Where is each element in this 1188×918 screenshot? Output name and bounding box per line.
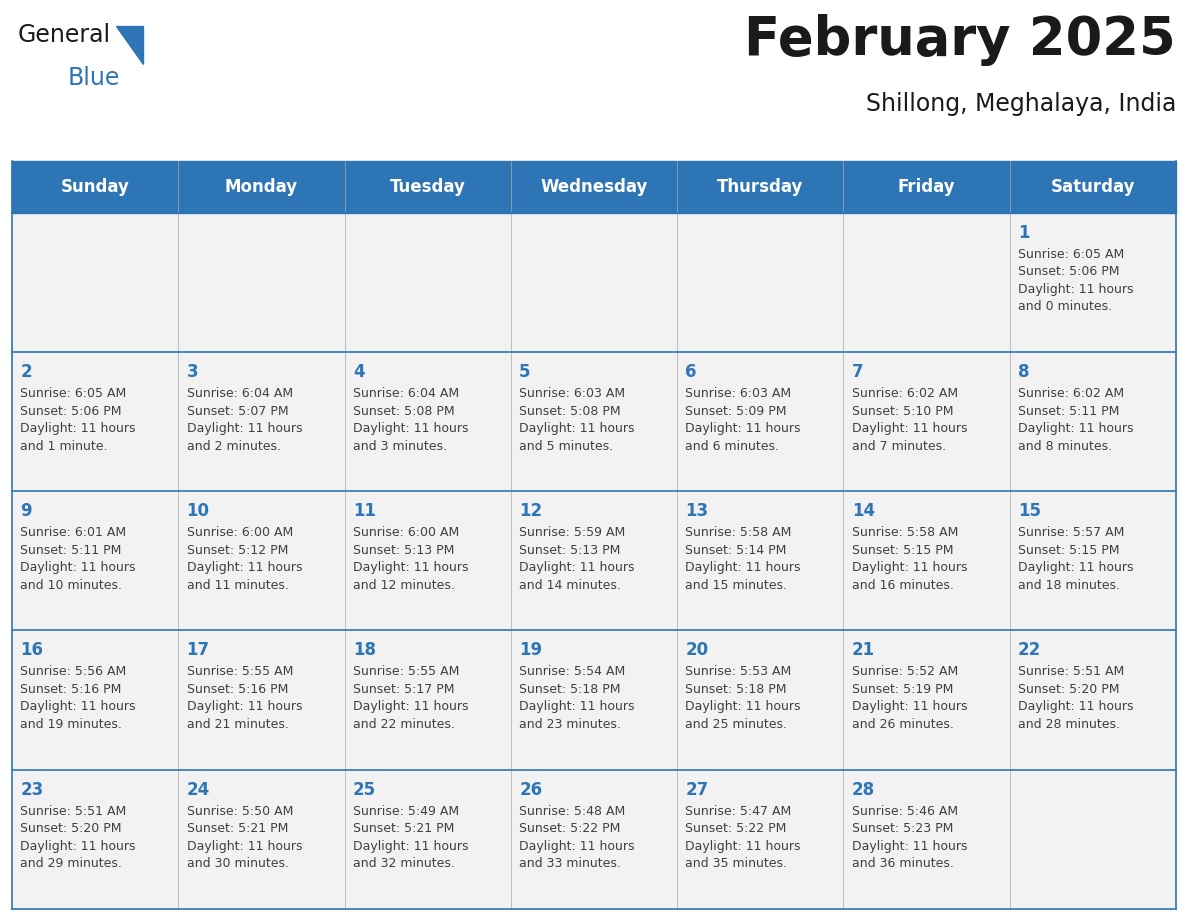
Text: Friday: Friday <box>898 178 955 196</box>
Text: 20: 20 <box>685 642 708 659</box>
Bar <box>12 631 1176 769</box>
Text: Sunrise: 5:54 AM
Sunset: 5:18 PM
Daylight: 11 hours
and 23 minutes.: Sunrise: 5:54 AM Sunset: 5:18 PM Dayligh… <box>519 666 634 731</box>
Text: 22: 22 <box>1018 642 1042 659</box>
Text: General: General <box>18 23 110 47</box>
Text: Sunrise: 6:04 AM
Sunset: 5:08 PM
Daylight: 11 hours
and 3 minutes.: Sunrise: 6:04 AM Sunset: 5:08 PM Dayligh… <box>353 387 468 453</box>
Text: Sunrise: 6:04 AM
Sunset: 5:07 PM
Daylight: 11 hours
and 2 minutes.: Sunrise: 6:04 AM Sunset: 5:07 PM Dayligh… <box>187 387 302 453</box>
Text: 8: 8 <box>1018 364 1030 381</box>
Text: Sunrise: 5:52 AM
Sunset: 5:19 PM
Daylight: 11 hours
and 26 minutes.: Sunrise: 5:52 AM Sunset: 5:19 PM Dayligh… <box>852 666 967 731</box>
Text: Sunrise: 6:03 AM
Sunset: 5:09 PM
Daylight: 11 hours
and 6 minutes.: Sunrise: 6:03 AM Sunset: 5:09 PM Dayligh… <box>685 387 801 453</box>
Text: 28: 28 <box>852 780 874 799</box>
Text: 13: 13 <box>685 502 708 521</box>
Text: Wednesday: Wednesday <box>541 178 647 196</box>
Text: Sunrise: 5:57 AM
Sunset: 5:15 PM
Daylight: 11 hours
and 18 minutes.: Sunrise: 5:57 AM Sunset: 5:15 PM Dayligh… <box>1018 526 1133 592</box>
Text: 6: 6 <box>685 364 697 381</box>
Text: Sunrise: 6:02 AM
Sunset: 5:11 PM
Daylight: 11 hours
and 8 minutes.: Sunrise: 6:02 AM Sunset: 5:11 PM Dayligh… <box>1018 387 1133 453</box>
Text: Sunrise: 6:03 AM
Sunset: 5:08 PM
Daylight: 11 hours
and 5 minutes.: Sunrise: 6:03 AM Sunset: 5:08 PM Dayligh… <box>519 387 634 453</box>
Text: 11: 11 <box>353 502 375 521</box>
Text: 19: 19 <box>519 642 542 659</box>
Text: Sunrise: 6:00 AM
Sunset: 5:13 PM
Daylight: 11 hours
and 12 minutes.: Sunrise: 6:00 AM Sunset: 5:13 PM Dayligh… <box>353 526 468 592</box>
Text: Sunrise: 6:05 AM
Sunset: 5:06 PM
Daylight: 11 hours
and 0 minutes.: Sunrise: 6:05 AM Sunset: 5:06 PM Dayligh… <box>1018 248 1133 313</box>
Text: Sunrise: 5:59 AM
Sunset: 5:13 PM
Daylight: 11 hours
and 14 minutes.: Sunrise: 5:59 AM Sunset: 5:13 PM Dayligh… <box>519 526 634 592</box>
Text: 24: 24 <box>187 780 210 799</box>
Text: Sunrise: 5:56 AM
Sunset: 5:16 PM
Daylight: 11 hours
and 19 minutes.: Sunrise: 5:56 AM Sunset: 5:16 PM Dayligh… <box>20 666 135 731</box>
Text: 2: 2 <box>20 364 32 381</box>
Text: 21: 21 <box>852 642 874 659</box>
Text: Sunrise: 5:51 AM
Sunset: 5:20 PM
Daylight: 11 hours
and 29 minutes.: Sunrise: 5:51 AM Sunset: 5:20 PM Dayligh… <box>20 804 135 870</box>
Text: Sunrise: 5:55 AM
Sunset: 5:16 PM
Daylight: 11 hours
and 21 minutes.: Sunrise: 5:55 AM Sunset: 5:16 PM Dayligh… <box>187 666 302 731</box>
Text: Sunrise: 5:49 AM
Sunset: 5:21 PM
Daylight: 11 hours
and 32 minutes.: Sunrise: 5:49 AM Sunset: 5:21 PM Dayligh… <box>353 804 468 870</box>
Text: 16: 16 <box>20 642 43 659</box>
Text: 15: 15 <box>1018 502 1041 521</box>
Bar <box>12 491 1176 631</box>
Text: 3: 3 <box>187 364 198 381</box>
Text: 7: 7 <box>852 364 864 381</box>
Text: Tuesday: Tuesday <box>390 178 466 196</box>
Text: Sunday: Sunday <box>61 178 129 196</box>
Text: Thursday: Thursday <box>718 178 803 196</box>
Bar <box>12 353 1176 491</box>
Text: Sunrise: 6:01 AM
Sunset: 5:11 PM
Daylight: 11 hours
and 10 minutes.: Sunrise: 6:01 AM Sunset: 5:11 PM Dayligh… <box>20 526 135 592</box>
Text: 10: 10 <box>187 502 209 521</box>
Text: Blue: Blue <box>68 66 120 90</box>
Text: Sunrise: 5:53 AM
Sunset: 5:18 PM
Daylight: 11 hours
and 25 minutes.: Sunrise: 5:53 AM Sunset: 5:18 PM Dayligh… <box>685 666 801 731</box>
Polygon shape <box>116 26 143 64</box>
Text: Sunrise: 5:47 AM
Sunset: 5:22 PM
Daylight: 11 hours
and 35 minutes.: Sunrise: 5:47 AM Sunset: 5:22 PM Dayligh… <box>685 804 801 870</box>
Text: Sunrise: 5:58 AM
Sunset: 5:15 PM
Daylight: 11 hours
and 16 minutes.: Sunrise: 5:58 AM Sunset: 5:15 PM Dayligh… <box>852 526 967 592</box>
Text: 4: 4 <box>353 364 365 381</box>
Text: Sunrise: 6:05 AM
Sunset: 5:06 PM
Daylight: 11 hours
and 1 minute.: Sunrise: 6:05 AM Sunset: 5:06 PM Dayligh… <box>20 387 135 453</box>
Text: 14: 14 <box>852 502 874 521</box>
Text: 26: 26 <box>519 780 542 799</box>
Text: Sunrise: 5:46 AM
Sunset: 5:23 PM
Daylight: 11 hours
and 36 minutes.: Sunrise: 5:46 AM Sunset: 5:23 PM Dayligh… <box>852 804 967 870</box>
Text: 23: 23 <box>20 780 44 799</box>
Text: 18: 18 <box>353 642 375 659</box>
Bar <box>12 769 1176 909</box>
Text: February 2025: February 2025 <box>745 14 1176 66</box>
Bar <box>12 161 1176 213</box>
Text: 25: 25 <box>353 780 375 799</box>
Text: Sunrise: 5:55 AM
Sunset: 5:17 PM
Daylight: 11 hours
and 22 minutes.: Sunrise: 5:55 AM Sunset: 5:17 PM Dayligh… <box>353 666 468 731</box>
Text: Sunrise: 6:00 AM
Sunset: 5:12 PM
Daylight: 11 hours
and 11 minutes.: Sunrise: 6:00 AM Sunset: 5:12 PM Dayligh… <box>187 526 302 592</box>
Text: Sunrise: 5:58 AM
Sunset: 5:14 PM
Daylight: 11 hours
and 15 minutes.: Sunrise: 5:58 AM Sunset: 5:14 PM Dayligh… <box>685 526 801 592</box>
Text: Sunrise: 5:48 AM
Sunset: 5:22 PM
Daylight: 11 hours
and 33 minutes.: Sunrise: 5:48 AM Sunset: 5:22 PM Dayligh… <box>519 804 634 870</box>
Text: Monday: Monday <box>225 178 298 196</box>
Text: Saturday: Saturday <box>1050 178 1136 196</box>
Text: 27: 27 <box>685 780 709 799</box>
Text: 12: 12 <box>519 502 542 521</box>
Text: Sunrise: 5:51 AM
Sunset: 5:20 PM
Daylight: 11 hours
and 28 minutes.: Sunrise: 5:51 AM Sunset: 5:20 PM Dayligh… <box>1018 666 1133 731</box>
Text: Sunrise: 6:02 AM
Sunset: 5:10 PM
Daylight: 11 hours
and 7 minutes.: Sunrise: 6:02 AM Sunset: 5:10 PM Dayligh… <box>852 387 967 453</box>
Text: 5: 5 <box>519 364 531 381</box>
Text: Sunrise: 5:50 AM
Sunset: 5:21 PM
Daylight: 11 hours
and 30 minutes.: Sunrise: 5:50 AM Sunset: 5:21 PM Dayligh… <box>187 804 302 870</box>
Text: 1: 1 <box>1018 224 1030 242</box>
Text: 9: 9 <box>20 502 32 521</box>
Bar <box>12 213 1176 353</box>
Text: 17: 17 <box>187 642 209 659</box>
Text: Shillong, Meghalaya, India: Shillong, Meghalaya, India <box>866 92 1176 116</box>
